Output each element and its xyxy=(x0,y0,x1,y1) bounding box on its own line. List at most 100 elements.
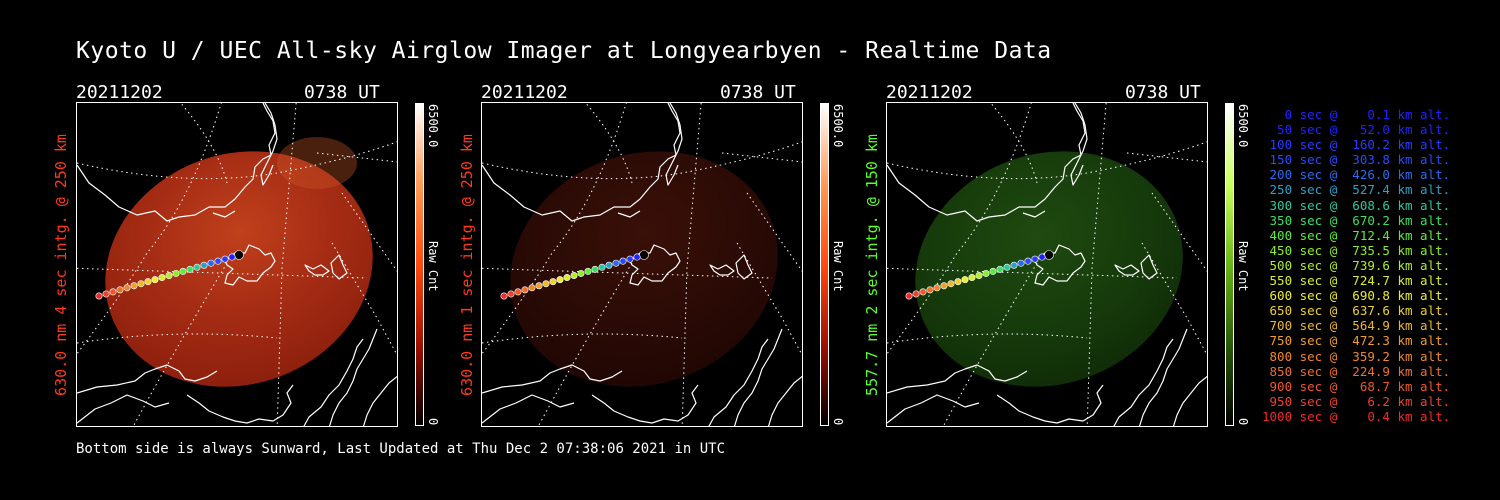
trajectory-point xyxy=(549,278,557,286)
trajectory-point xyxy=(940,282,948,290)
trajectory-point xyxy=(221,255,229,263)
trajectory-point xyxy=(989,267,997,275)
trajectory-point xyxy=(165,272,173,280)
panel-2-colorbar xyxy=(820,103,829,426)
page-title: Kyoto U / UEC All-sky Airglow Imager at … xyxy=(76,38,1052,64)
trajectory-legend: 0 sec @ 0.1 km alt. 50 sec @ 52.0 km alt… xyxy=(1262,107,1451,424)
panel-1-image xyxy=(76,102,398,427)
panel-2-image xyxy=(481,102,803,427)
panel-1-cbar-unit: Raw Cnt xyxy=(426,241,440,292)
legend-row: 800 sec @ 359.2 km alt. xyxy=(1262,348,1451,364)
trajectory-point xyxy=(214,257,222,265)
trajectory-point xyxy=(556,276,564,284)
trajectory-point xyxy=(130,282,138,290)
allsky-image-3 xyxy=(887,103,1207,426)
legend-row: 350 sec @ 670.2 km alt. xyxy=(1262,212,1451,228)
trajectory-point xyxy=(919,288,927,296)
legend-row: 600 sec @ 690.8 km alt. xyxy=(1262,288,1451,304)
trajectory-point xyxy=(1024,257,1032,265)
trajectory-point xyxy=(144,278,152,286)
panel-3-image xyxy=(886,102,1208,427)
panel-3-cbar-min: 0 xyxy=(1236,418,1250,426)
legend-row: 50 sec @ 52.0 km alt. xyxy=(1262,122,1451,138)
trajectory-point xyxy=(1010,261,1018,269)
legend-row: 900 sec @ 68.7 km alt. xyxy=(1262,378,1451,394)
panel-1-ylabel: 630.0 nm 4 sec intg. @ 250 km xyxy=(52,134,70,396)
trajectory-point xyxy=(961,276,969,284)
trajectory-point xyxy=(626,255,634,263)
trajectory-point xyxy=(982,269,990,277)
trajectory-point xyxy=(151,276,159,284)
legend-row: 0 sec @ 0.1 km alt. xyxy=(1262,107,1451,122)
trajectory-point xyxy=(158,274,166,282)
legend-row: 700 sec @ 564.9 km alt. xyxy=(1262,318,1451,334)
trajectory-point xyxy=(598,263,606,271)
allsky-image-1 xyxy=(77,103,397,426)
trajectory-point xyxy=(207,259,215,267)
legend-row: 750 sec @ 472.3 km alt. xyxy=(1262,333,1451,349)
panel-3-time: 0738 UT xyxy=(1125,82,1201,103)
panel-2-cbar-max: 6500.0 xyxy=(831,104,845,148)
trajectory-point xyxy=(577,269,585,277)
legend-row: 400 sec @ 712.4 km alt. xyxy=(1262,227,1451,243)
panel-3-colorbar xyxy=(1225,103,1234,426)
trajectory-point xyxy=(1017,259,1025,267)
panel-1-colorbar xyxy=(415,103,424,426)
footer-note: Bottom side is always Sunward, Last Upda… xyxy=(76,441,726,457)
legend-row: 950 sec @ 6.2 km alt. xyxy=(1262,393,1451,409)
panel-3-cbar-unit: Raw Cnt xyxy=(1236,241,1250,292)
trajectory-point xyxy=(193,263,201,271)
legend-row: 500 sec @ 739.6 km alt. xyxy=(1262,257,1451,273)
allsky-image-2 xyxy=(482,103,802,426)
panel-3-date: 20211202 xyxy=(886,82,973,103)
trajectory-point xyxy=(570,272,578,280)
trajectory-point xyxy=(996,265,1004,273)
panel-2-date: 20211202 xyxy=(481,82,568,103)
trajectory-point xyxy=(123,284,131,292)
trajectory-point xyxy=(933,284,941,292)
panel-2-time: 0738 UT xyxy=(720,82,796,103)
trajectory-point xyxy=(200,261,208,269)
trajectory-point xyxy=(542,280,550,288)
trajectory-point xyxy=(186,265,194,273)
legend-row: 250 sec @ 527.4 km alt. xyxy=(1262,182,1451,198)
trajectory-point xyxy=(1038,253,1046,261)
panel-2-cbar-unit: Raw Cnt xyxy=(831,241,845,292)
trajectory-point xyxy=(528,284,536,292)
trajectory-point xyxy=(172,269,180,277)
trajectory-point xyxy=(102,290,110,298)
trajectory-point xyxy=(905,292,913,300)
trajectory-point xyxy=(116,286,124,294)
legend-row: 150 sec @ 303.8 km alt. xyxy=(1262,152,1451,168)
panel-3-ylabel: 557.7 nm 2 sec intg. @ 150 km xyxy=(863,134,881,396)
trajectory-point xyxy=(605,261,613,269)
trajectory-point xyxy=(1044,250,1054,260)
trajectory-point xyxy=(633,253,641,261)
legend-row: 100 sec @ 160.2 km alt. xyxy=(1262,137,1451,153)
trajectory-point xyxy=(1003,263,1011,271)
trajectory-point xyxy=(228,253,236,261)
trajectory-point xyxy=(968,274,976,282)
trajectory-point xyxy=(507,290,515,298)
trajectory-point xyxy=(975,272,983,280)
trajectory-point xyxy=(619,257,627,265)
legend-row: 450 sec @ 735.5 km alt. xyxy=(1262,242,1451,258)
legend-row: 550 sec @ 724.7 km alt. xyxy=(1262,273,1451,289)
trajectory-point xyxy=(500,292,508,300)
trajectory-point xyxy=(947,280,955,288)
legend-row: 200 sec @ 426.0 km alt. xyxy=(1262,167,1451,183)
panel-1-cbar-max: 6500.0 xyxy=(426,104,440,148)
panel-3-cbar-max: 6500.0 xyxy=(1236,104,1250,148)
trajectory-point xyxy=(954,278,962,286)
panel-1-date: 20211202 xyxy=(76,82,163,103)
panel-2-ylabel: 630.0 nm 1 sec intg. @ 250 km xyxy=(458,134,476,396)
panel-1-cbar-min: 0 xyxy=(426,418,440,426)
trajectory-point xyxy=(912,290,920,298)
trajectory-point xyxy=(535,282,543,290)
trajectory-point xyxy=(591,265,599,273)
trajectory-point xyxy=(109,288,117,296)
trajectory-point xyxy=(639,250,649,260)
trajectory-point xyxy=(95,292,103,300)
trajectory-point xyxy=(137,280,145,288)
trajectory-point xyxy=(926,286,934,294)
